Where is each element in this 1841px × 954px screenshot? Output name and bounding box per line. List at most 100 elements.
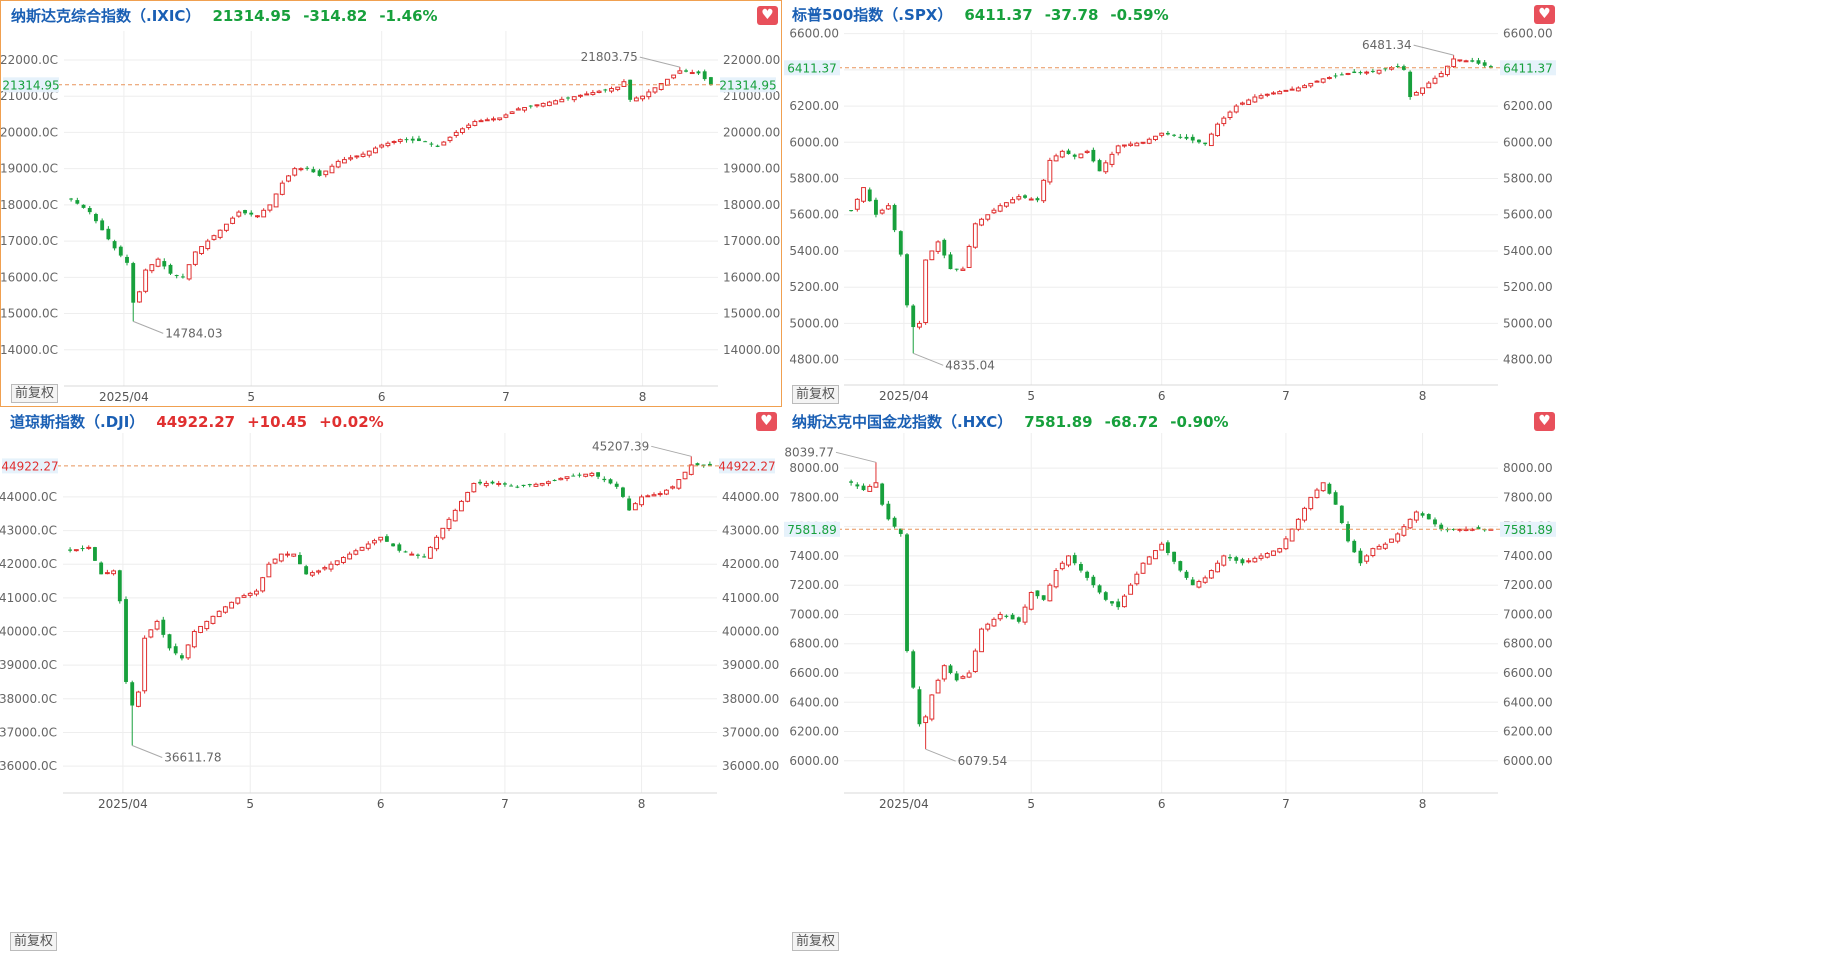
candle-body xyxy=(404,139,409,141)
candle-body xyxy=(1326,77,1332,80)
candle-body xyxy=(583,473,589,477)
candle-body xyxy=(1333,75,1338,77)
candle-body xyxy=(886,503,891,520)
y-tick-label-right: 5600.00 xyxy=(1503,208,1553,222)
candle xyxy=(360,151,366,158)
candle-body xyxy=(1451,528,1456,530)
candle xyxy=(106,226,111,241)
candle xyxy=(378,536,384,543)
candlestick-chart[interactable]: 8000.008000.007800.007800.007600.007600.… xyxy=(782,407,1841,954)
candle xyxy=(417,135,421,142)
candle xyxy=(566,96,570,101)
candle-body xyxy=(1035,198,1040,201)
candle xyxy=(1246,98,1252,105)
adjust-button[interactable]: 前复权 xyxy=(792,385,840,404)
y-tick-label-right: 6600.00 xyxy=(1503,27,1553,41)
candle xyxy=(117,569,122,604)
candle xyxy=(142,635,148,694)
adjust-button[interactable]: 前复权 xyxy=(792,932,840,951)
candle xyxy=(621,79,627,87)
candle xyxy=(935,240,941,254)
candle-body xyxy=(1208,570,1214,579)
candle-body xyxy=(1295,87,1301,92)
candle xyxy=(1159,132,1165,138)
candle xyxy=(608,478,613,485)
candle xyxy=(143,268,149,294)
candlestick-chart[interactable]: 44000.0C 44000.00 43000.0C 43000.00 42000.0C… xyxy=(0,407,782,954)
candle xyxy=(564,476,570,482)
candle xyxy=(571,473,576,477)
favorite-heart-icon[interactable]: ♥ xyxy=(1534,5,1555,24)
candle-body xyxy=(540,102,546,107)
candle xyxy=(292,166,298,177)
candlestick-chart[interactable]: 22000.0C 22000.00 21000.0C 21000.00 20000.0C… xyxy=(1,1,782,407)
index-name[interactable]: 标普500指数（.SPX） xyxy=(792,6,953,24)
candle-body xyxy=(385,142,391,147)
candle xyxy=(639,494,644,507)
candle-body xyxy=(1084,150,1090,153)
candlestick-chart[interactable]: 6600.006600.006400.006400.006200.006200.… xyxy=(782,0,1841,407)
candle-body xyxy=(1407,518,1413,529)
index-name[interactable]: 道琼斯指数（.DJI） xyxy=(10,413,145,431)
candle xyxy=(366,150,372,158)
candle-body xyxy=(658,83,664,90)
candle xyxy=(1264,551,1270,559)
candle xyxy=(621,486,625,499)
candle xyxy=(1146,137,1152,145)
candle xyxy=(397,138,403,144)
candle xyxy=(929,250,935,261)
candle-body xyxy=(1091,149,1096,162)
panel-ixic[interactable]: 纳斯达克综合指数（.IXIC） 21314.95 -314.82 -1.46% ♥ 2… xyxy=(0,0,782,407)
candle-body xyxy=(960,268,966,271)
candle-body xyxy=(68,549,73,551)
candle xyxy=(204,620,210,631)
last-price-label-left: 7581.89 xyxy=(787,523,837,537)
candle-body xyxy=(286,175,291,182)
candle xyxy=(609,86,614,94)
candle xyxy=(1178,560,1183,573)
favorite-heart-icon[interactable]: ♥ xyxy=(1534,412,1555,431)
candle-body xyxy=(645,495,651,498)
candle xyxy=(633,96,639,102)
candle-body xyxy=(1289,88,1295,91)
y-tick-label-left: 5400.00 xyxy=(789,244,839,258)
adjust-button[interactable]: 前复权 xyxy=(10,932,58,951)
candle xyxy=(1271,550,1276,556)
candle xyxy=(627,495,632,511)
index-name[interactable]: 纳斯达克中国金龙指数（.HXC） xyxy=(792,413,1013,431)
candle-body xyxy=(161,619,166,635)
candle xyxy=(186,264,192,281)
index-name[interactable]: 纳斯达克综合指数（.IXIC） xyxy=(11,7,201,25)
candle-body xyxy=(104,572,110,575)
candle xyxy=(1333,73,1338,79)
candle xyxy=(267,204,273,213)
candle xyxy=(247,591,253,598)
adjust-button[interactable]: 前复权 xyxy=(11,384,59,403)
candle xyxy=(205,238,211,251)
candle xyxy=(1010,196,1016,204)
last-price-tag-right xyxy=(1500,521,1556,537)
panel-spx[interactable]: 标普500指数（.SPX） 6411.37 -37.78 -0.59% ♥ 6600.… xyxy=(782,0,1841,407)
candle-body xyxy=(347,553,353,560)
candle xyxy=(459,499,464,512)
y-tick-label-right: 6600.00 xyxy=(1503,666,1553,680)
candle xyxy=(1047,583,1053,602)
candle-body xyxy=(905,254,909,306)
candle xyxy=(1072,552,1077,566)
candle-body xyxy=(708,77,713,85)
candle xyxy=(223,223,229,233)
candle-body xyxy=(174,275,179,277)
candle xyxy=(1246,558,1252,564)
panel-hxc[interactable]: 纳斯达克中国金龙指数（.HXC） 7581.89 -68.72 -0.90% ♥ 80… xyxy=(782,407,1841,954)
candle-body xyxy=(578,94,583,97)
favorite-heart-icon[interactable]: ♥ xyxy=(757,6,778,25)
candle-body xyxy=(1271,550,1276,556)
candle xyxy=(334,560,340,566)
candle xyxy=(1078,153,1084,159)
y-tick-label-right: 43000.00 xyxy=(722,524,779,538)
panel-dji[interactable]: 道琼斯指数（.DJI） 44922.27 +10.45 +0.02% ♥ 44000.… xyxy=(0,407,782,954)
index-change: -68.72 xyxy=(1104,413,1159,431)
candle-body xyxy=(279,182,285,195)
favorite-heart-icon[interactable]: ♥ xyxy=(756,412,777,431)
candle-body xyxy=(192,251,198,265)
